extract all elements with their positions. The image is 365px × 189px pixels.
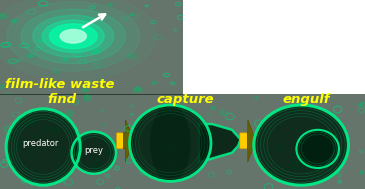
Circle shape (50, 24, 97, 49)
Circle shape (42, 20, 104, 52)
Circle shape (360, 171, 364, 174)
Circle shape (168, 147, 175, 153)
Text: capture: capture (156, 93, 214, 106)
Circle shape (20, 139, 27, 145)
Circle shape (11, 19, 17, 23)
Circle shape (0, 84, 4, 89)
Circle shape (311, 143, 318, 148)
Circle shape (101, 110, 104, 112)
Circle shape (27, 54, 34, 57)
Text: prey: prey (84, 146, 103, 155)
Circle shape (334, 170, 340, 175)
Circle shape (158, 106, 166, 113)
Polygon shape (199, 124, 241, 162)
Circle shape (52, 128, 60, 134)
Polygon shape (116, 120, 134, 162)
Ellipse shape (150, 105, 191, 181)
Circle shape (11, 127, 15, 129)
Circle shape (147, 127, 153, 131)
Circle shape (4, 126, 12, 132)
Circle shape (254, 135, 258, 137)
Circle shape (83, 17, 91, 22)
Circle shape (66, 111, 73, 116)
Circle shape (151, 82, 157, 84)
Circle shape (53, 70, 60, 74)
Circle shape (178, 116, 184, 121)
Text: predator: predator (23, 139, 59, 148)
Circle shape (7, 2, 140, 71)
Circle shape (60, 29, 87, 43)
Circle shape (130, 14, 134, 16)
Text: film-like waste: film-like waste (5, 78, 115, 91)
Circle shape (103, 124, 106, 126)
Polygon shape (240, 120, 256, 162)
Circle shape (63, 58, 67, 60)
Circle shape (84, 95, 91, 101)
Text: engulf: engulf (282, 93, 330, 106)
Circle shape (88, 131, 93, 135)
Circle shape (81, 148, 85, 151)
Ellipse shape (72, 132, 116, 174)
Ellipse shape (254, 105, 349, 185)
Circle shape (92, 163, 100, 170)
Circle shape (358, 103, 363, 106)
Circle shape (274, 144, 278, 148)
Circle shape (81, 88, 88, 92)
Circle shape (27, 116, 33, 120)
Circle shape (211, 106, 215, 110)
Circle shape (44, 125, 50, 130)
Text: find: find (47, 93, 76, 106)
Circle shape (219, 110, 226, 115)
Ellipse shape (6, 109, 80, 185)
Circle shape (147, 109, 151, 113)
Circle shape (258, 141, 261, 143)
Circle shape (91, 49, 100, 54)
Circle shape (39, 40, 43, 42)
Circle shape (0, 14, 7, 19)
Circle shape (33, 15, 114, 57)
Circle shape (108, 4, 112, 6)
Circle shape (127, 53, 137, 59)
Circle shape (161, 143, 167, 147)
Circle shape (27, 120, 35, 127)
Circle shape (21, 9, 126, 64)
Ellipse shape (130, 105, 211, 181)
Circle shape (27, 121, 31, 124)
Circle shape (172, 119, 176, 122)
Circle shape (255, 97, 258, 99)
Circle shape (104, 140, 108, 143)
Circle shape (207, 114, 210, 116)
Circle shape (99, 150, 105, 154)
Circle shape (180, 107, 188, 113)
Circle shape (290, 162, 300, 169)
Circle shape (84, 95, 88, 99)
Circle shape (99, 79, 102, 81)
Circle shape (134, 87, 142, 92)
Ellipse shape (296, 130, 339, 168)
Circle shape (46, 81, 55, 86)
